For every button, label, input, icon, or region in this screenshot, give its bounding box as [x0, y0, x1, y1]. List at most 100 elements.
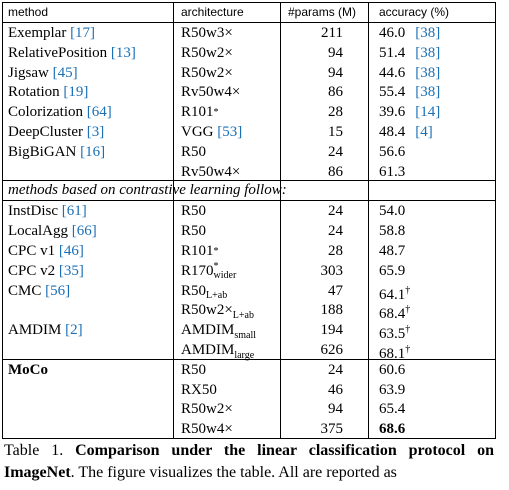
arch-scripts: * wider	[213, 261, 237, 282]
params-cell: 188	[320, 302, 344, 319]
citation: [61]	[61, 203, 87, 220]
superscript: †	[405, 344, 411, 355]
method-name: Colorization	[8, 104, 83, 121]
accuracy: 65.4	[379, 401, 406, 418]
arch-scripts: *	[213, 107, 219, 119]
method-cell: DeepCluster [3]	[8, 122, 104, 142]
architecture-cell: R101 *	[181, 102, 219, 122]
caption-title: Comparison under the linear classificati…	[4, 442, 494, 481]
superscript: †	[405, 324, 411, 336]
citation: [66]	[71, 223, 97, 240]
column-rule	[280, 2, 281, 439]
params-cell: 47	[328, 282, 343, 299]
accuracy: 44.6	[379, 64, 406, 81]
architecture-cell: R50w3×	[181, 23, 233, 43]
subscript: large	[234, 349, 255, 361]
method-cell: CPC v1 [46]	[8, 241, 84, 261]
arch-scripts: large	[234, 342, 254, 360]
architecture-cell: AMDIM small	[181, 320, 256, 340]
method-name: LocalAgg	[8, 223, 68, 240]
method-cell: CMC [56]	[8, 281, 70, 301]
arch-scripts: L+ab	[233, 302, 254, 320]
architecture: R50w2×	[181, 44, 233, 61]
architecture: AMDIM	[181, 342, 235, 358]
subscript: wider	[213, 270, 237, 282]
params-cell: 94	[328, 64, 343, 81]
accuracy-cell: 63.9	[379, 380, 405, 400]
method-name: CPC v1	[8, 243, 56, 259]
architecture: R50	[181, 143, 207, 160]
params-cell: 194	[320, 322, 344, 339]
accuracy: 46.0	[379, 25, 406, 41]
architecture-cell: RX50	[181, 380, 217, 400]
rule	[2, 358, 495, 360]
architecture: R170	[181, 262, 214, 279]
arch-scripts: small	[234, 322, 256, 340]
caption-label: Table 1.	[4, 442, 64, 459]
method-cell: AMDIM [2]	[8, 320, 83, 340]
superscript: *	[213, 107, 219, 119]
method-cell: RelativePosition [13]	[8, 43, 136, 63]
architecture-cell: R101 *	[181, 241, 219, 261]
accuracy-cell: 61.3	[379, 162, 405, 182]
caption: Table 1. Comparison under the linear cla…	[4, 440, 494, 484]
accuracy-cell: 39.6 [14]	[379, 102, 440, 122]
subscript: L+ab	[206, 290, 228, 302]
superscript: †	[405, 284, 411, 296]
architecture: R50	[181, 203, 207, 220]
arch-scripts: *	[213, 246, 219, 258]
superscript: *	[213, 246, 219, 258]
accuracy: 51.4	[379, 44, 406, 61]
params-cell: 24	[328, 361, 343, 378]
params-cell: 94	[328, 44, 343, 61]
method-cell: Colorization [64]	[8, 102, 112, 122]
params-cell: 28	[328, 104, 343, 121]
section-note: methods based on contrastive learning fo…	[8, 182, 287, 199]
rule	[2, 180, 495, 182]
params-cell: 46	[328, 381, 343, 398]
architecture: R50w2×	[181, 401, 233, 418]
citation: [3]	[86, 124, 105, 140]
citation: [17]	[70, 25, 96, 41]
architecture-cell: R50w4×	[181, 419, 233, 439]
architecture-cell: Rv50w4×	[181, 82, 240, 102]
accuracy: 60.6	[379, 361, 406, 378]
citation: [46]	[58, 243, 84, 259]
accuracy-cell: 65.9	[379, 261, 405, 281]
header-cell: accuracy (%)	[379, 5, 450, 19]
accuracy-cell: 68.1†	[379, 340, 410, 364]
superscript: *	[213, 261, 219, 273]
citation: [38]	[415, 44, 441, 61]
citation: [2]	[65, 322, 83, 339]
citation: [38]	[415, 84, 441, 101]
rule	[2, 2, 495, 3]
method-cell: LocalAgg [66]	[8, 221, 97, 241]
accuracy-cell: 48.7	[379, 241, 405, 261]
method-cell: Jigsaw [45]	[8, 63, 78, 83]
architecture: R50w2×	[181, 64, 233, 81]
accuracy-cell: 55.4 [38]	[379, 82, 440, 102]
rule	[2, 438, 495, 439]
method-cell: CPC v2 [35]	[8, 261, 84, 281]
architecture: Rv50w4×	[181, 84, 241, 101]
accuracy-cell: 56.6	[379, 142, 405, 162]
citation: [38]	[415, 25, 441, 41]
method-name: DeepCluster	[8, 124, 83, 140]
method-cell: BigBiGAN [16]	[8, 142, 105, 162]
accuracy: 63.9	[379, 381, 406, 398]
params-cell: 86	[328, 84, 343, 101]
accuracy-cell: 48.4 [4]	[379, 122, 433, 142]
arch-scripts: L+ab	[206, 282, 228, 302]
accuracy: 58.8	[379, 223, 406, 240]
architecture: R50	[181, 223, 207, 240]
header-cell: architecture	[181, 5, 244, 19]
architecture: RX50	[181, 381, 217, 398]
column-rule	[495, 2, 496, 439]
architecture: Rv50w4×	[181, 163, 241, 180]
citation: [53]	[217, 124, 243, 140]
citation: [19]	[63, 84, 89, 101]
accuracy-cell: 68.6	[379, 419, 405, 439]
method-name: Rotation	[8, 84, 60, 101]
accuracy: 39.6	[379, 104, 406, 121]
